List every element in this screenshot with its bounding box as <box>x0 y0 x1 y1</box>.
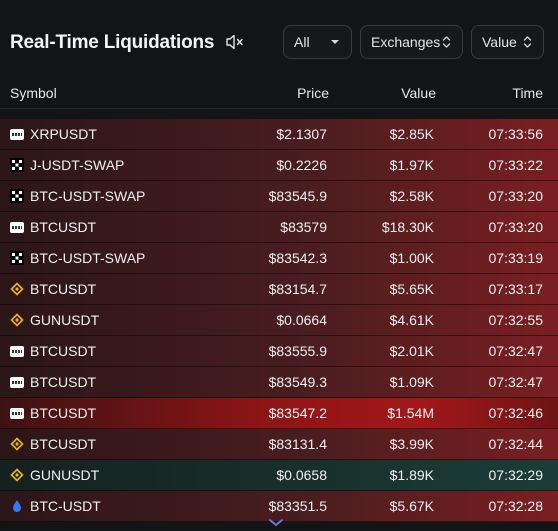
speaker-muted-icon[interactable] <box>225 33 245 51</box>
row-price: $83154.7 <box>268 281 327 297</box>
row-value: $2.01K <box>389 343 434 359</box>
row-value: $5.67K <box>389 498 434 514</box>
table-header: Symbol Price Value Time <box>0 79 558 109</box>
filter-value-dropdown[interactable]: Value <box>471 25 544 59</box>
row-time: 07:32:47 <box>488 374 544 390</box>
row-value: $4.61K <box>389 312 434 328</box>
bingx-logo-icon <box>10 222 24 233</box>
row-symbol: J-USDT-SWAP <box>30 157 125 173</box>
row-price: $83579 <box>280 219 327 235</box>
droplet-logo-icon <box>10 499 24 513</box>
row-symbol: BTCUSDT <box>30 219 97 235</box>
table-row[interactable]: BTCUSDT $83547.2 $1.54M 07:32:46 <box>0 398 558 429</box>
column-header-price[interactable]: Price <box>297 85 329 101</box>
row-price: $83555.9 <box>268 343 327 359</box>
row-value: $2.85K <box>389 126 434 142</box>
row-time: 07:33:22 <box>488 157 544 173</box>
row-value: $5.65K <box>389 281 434 297</box>
row-price: $0.0664 <box>276 312 327 328</box>
row-symbol: BTC-USDT <box>30 498 101 514</box>
column-header-time[interactable]: Time <box>512 85 543 101</box>
binance-logo-icon <box>10 437 24 451</box>
row-symbol: BTCUSDT <box>30 343 97 359</box>
row-time: 07:33:20 <box>488 188 544 204</box>
table-row[interactable]: BTC-USDT-SWAP $83545.9 $2.58K 07:33:20 <box>0 181 558 212</box>
row-symbol: BTC-USDT-SWAP <box>30 250 146 266</box>
filter-value-label: Value <box>482 34 517 50</box>
row-symbol: BTCUSDT <box>30 374 97 390</box>
table-row[interactable]: BTC-USDT-SWAP $83542.3 $1.00K 07:33:19 <box>0 243 558 274</box>
row-price: $83549.3 <box>268 374 327 390</box>
row-time: 07:33:17 <box>488 281 544 297</box>
filter-exchanges-dropdown[interactable]: Exchanges <box>360 25 463 59</box>
row-time: 07:32:46 <box>488 405 544 421</box>
row-price: $83351.5 <box>268 498 327 514</box>
row-time: 07:33:56 <box>488 126 544 142</box>
row-time: 07:32:55 <box>488 312 544 328</box>
table-row[interactable]: BTCUSDT $83579 $18.30K 07:33:20 <box>0 212 558 243</box>
bingx-logo-icon <box>10 408 24 419</box>
row-value: $1.00K <box>389 250 434 266</box>
sort-updown-icon <box>440 35 452 49</box>
row-price: $83547.2 <box>268 405 327 421</box>
row-value: $1.89K <box>389 467 434 483</box>
table-row[interactable]: XRPUSDT $2.1307 $2.85K 07:33:56 <box>0 119 558 150</box>
row-time: 07:32:29 <box>488 467 544 483</box>
bingx-logo-icon <box>10 129 24 140</box>
table-row[interactable]: BTCUSDT $83549.3 $1.09K 07:32:47 <box>0 367 558 398</box>
binance-logo-icon <box>10 468 24 482</box>
row-time: 07:33:20 <box>488 219 544 235</box>
row-symbol: BTC-USDT-SWAP <box>30 188 146 204</box>
liquidations-table: XRPUSDT $2.1307 $2.85K 07:33:56 J-USDT-SWAP… <box>0 119 558 522</box>
row-symbol: BTCUSDT <box>30 405 97 421</box>
row-value: $3.99K <box>389 436 434 452</box>
table-row[interactable]: GUNUSDT $0.0658 $1.89K 07:32:29 <box>0 460 558 491</box>
bingx-logo-icon <box>10 377 24 388</box>
okx-logo-icon <box>10 158 24 172</box>
table-row[interactable]: BTCUSDT $83154.7 $5.65K 07:33:17 <box>0 274 558 305</box>
okx-logo-icon <box>10 189 24 203</box>
table-row[interactable]: BTC-USDT $83351.5 $5.67K 07:32:28 <box>0 491 558 522</box>
row-price: $83542.3 <box>268 250 327 266</box>
okx-logo-icon <box>10 251 24 265</box>
row-symbol: GUNUSDT <box>30 467 100 483</box>
table-row[interactable]: J-USDT-SWAP $0.2226 $1.97K 07:33:22 <box>0 150 558 181</box>
row-value: $1.09K <box>389 374 434 390</box>
filter-exchanges-label: Exchanges <box>371 34 441 50</box>
row-price: $0.0658 <box>276 467 327 483</box>
row-value: $2.58K <box>389 188 434 204</box>
row-price: $0.2226 <box>276 157 327 173</box>
binance-logo-icon <box>10 313 24 327</box>
row-time: 07:33:19 <box>488 250 544 266</box>
table-row[interactable]: BTCUSDT $83555.9 $2.01K 07:32:47 <box>0 336 558 367</box>
row-value: $18.30K <box>381 219 434 235</box>
row-value: $1.97K <box>389 157 434 173</box>
filter-side-dropdown[interactable]: All <box>283 25 352 59</box>
row-price: $83545.9 <box>268 188 327 204</box>
table-row[interactable]: BTCUSDT $83131.4 $3.99K 07:32:44 <box>0 429 558 460</box>
bingx-logo-icon <box>10 346 24 357</box>
column-header-value[interactable]: Value <box>401 85 436 101</box>
row-time: 07:32:47 <box>488 343 544 359</box>
row-symbol: BTCUSDT <box>30 436 97 452</box>
row-symbol: BTCUSDT <box>30 281 97 297</box>
row-symbol: GUNUSDT <box>30 312 100 328</box>
binance-logo-icon <box>10 282 24 296</box>
column-header-symbol[interactable]: Symbol <box>10 85 57 101</box>
sort-updown-icon <box>521 35 533 49</box>
chevron-down-icon[interactable] <box>268 518 284 528</box>
caret-down-icon <box>329 35 341 49</box>
panel-header: Real-Time Liquidations All Exchanges Val… <box>0 0 558 78</box>
row-price: $2.1307 <box>276 126 327 142</box>
table-row[interactable]: GUNUSDT $0.0664 $4.61K 07:32:55 <box>0 305 558 336</box>
row-time: 07:32:44 <box>488 436 544 452</box>
row-price: $83131.4 <box>268 436 327 452</box>
page-title: Real-Time Liquidations <box>10 32 215 53</box>
row-time: 07:32:28 <box>488 498 544 514</box>
row-value: $1.54M <box>387 405 434 421</box>
filter-side-label: All <box>294 34 310 50</box>
row-symbol: XRPUSDT <box>30 126 97 142</box>
